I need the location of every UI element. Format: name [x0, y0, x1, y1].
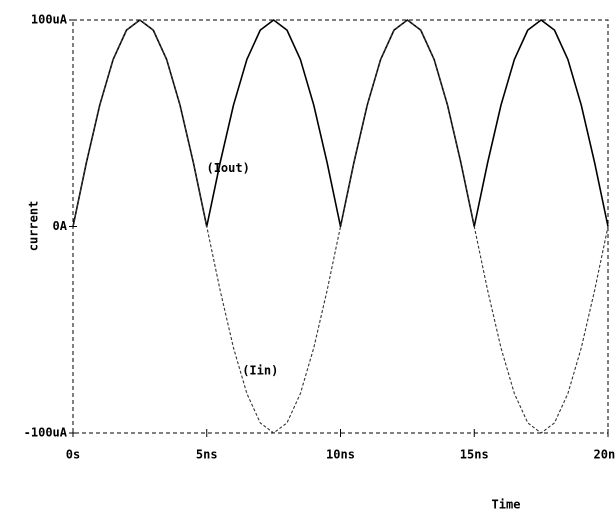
x-tick-label: 0s [66, 448, 80, 462]
x-tick-label: 20ns [594, 448, 615, 462]
x-axis-label: Time [492, 498, 521, 512]
series-label: (Iout) [206, 161, 249, 175]
y-tick-label: 100uA [31, 13, 68, 27]
y-axis-label: current [27, 201, 41, 252]
y-tick-label: 0A [53, 219, 68, 233]
series-line [72, 19, 609, 228]
y-tick-label: -100uA [24, 426, 68, 440]
x-tick-label: 10ns [326, 448, 355, 462]
x-tick-label: 15ns [460, 448, 489, 462]
series-label: (Iin) [242, 364, 278, 378]
x-tick-label: 5ns [196, 448, 218, 462]
